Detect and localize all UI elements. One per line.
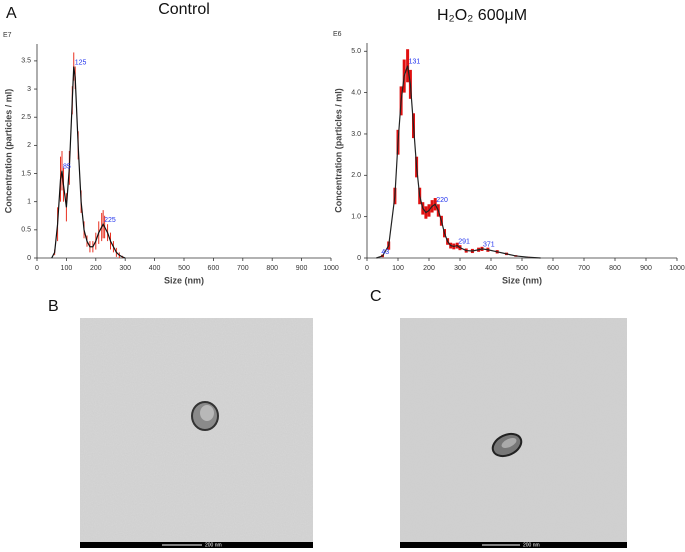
multiplier: E7 xyxy=(3,32,12,39)
x-tick-label: 800 xyxy=(266,265,278,272)
x-tick-label: 600 xyxy=(547,265,559,272)
peak-label: 131 xyxy=(409,59,421,66)
tem-image: 200 nm xyxy=(400,318,627,548)
x-axis-label: Size (nm) xyxy=(164,275,204,285)
chart-title: H₂O₂ 600μM xyxy=(437,7,527,24)
x-tick-label: 100 xyxy=(61,265,73,272)
x-tick-label: 900 xyxy=(296,265,308,272)
y-axis-label: Concentration (particles / ml) xyxy=(3,89,13,214)
peak-label: 291 xyxy=(458,238,470,245)
x-tick-label: 200 xyxy=(90,265,102,272)
y-tick-label: 0.5 xyxy=(21,227,31,234)
y-tick-label: 0 xyxy=(357,255,361,262)
x-tick-label: 500 xyxy=(178,265,190,272)
panel-label: C xyxy=(370,288,382,305)
multiplier: E6 xyxy=(333,31,342,38)
peak-label: 43 xyxy=(381,249,389,256)
image-grain xyxy=(80,318,313,548)
x-tick-label: 700 xyxy=(578,265,590,272)
x-tick-label: 1000 xyxy=(323,265,339,272)
peak-label: 371 xyxy=(483,242,495,249)
x-tick-label: 100 xyxy=(392,265,404,272)
y-tick-label: 3 xyxy=(27,86,31,93)
chart-title: Control xyxy=(158,1,210,18)
peak-label: 220 xyxy=(436,197,448,204)
x-axis-label: Size (nm) xyxy=(502,275,542,285)
x-tick-label: 600 xyxy=(208,265,220,272)
x-tick-label: 1000 xyxy=(669,265,685,272)
panel-label: B xyxy=(48,298,59,315)
y-tick-label: 4.0 xyxy=(351,89,361,96)
x-tick-label: 900 xyxy=(640,265,652,272)
x-tick-label: 800 xyxy=(609,265,621,272)
data-line xyxy=(376,65,541,259)
y-tick-label: 1 xyxy=(27,199,31,206)
vesicle-core xyxy=(200,405,214,421)
y-tick-label: 3.5 xyxy=(21,58,31,65)
tem-image: 200 nm xyxy=(80,318,313,548)
y-tick-label: 0 xyxy=(27,255,31,262)
data-line xyxy=(51,66,126,259)
x-tick-label: 400 xyxy=(149,265,161,272)
x-tick-label: 300 xyxy=(454,265,466,272)
peak-label: 85 xyxy=(63,164,71,171)
x-tick-label: 300 xyxy=(119,265,131,272)
scale-label: 200 nm xyxy=(523,542,540,548)
vesicle-core xyxy=(501,438,517,448)
x-tick-label: 400 xyxy=(485,265,497,272)
scale-label: 200 nm xyxy=(205,542,222,548)
y-tick-label: 2 xyxy=(27,142,31,149)
panel-label: A xyxy=(6,5,17,22)
y-tick-label: 1.5 xyxy=(21,170,31,177)
x-tick-label: 500 xyxy=(516,265,528,272)
y-tick-label: 3.0 xyxy=(351,131,361,138)
y-tick-label: 1.0 xyxy=(351,213,361,220)
y-tick-label: 2.5 xyxy=(21,114,31,121)
image-grain xyxy=(400,318,627,548)
x-tick-label: 0 xyxy=(365,265,369,272)
peak-label: 225 xyxy=(104,217,116,224)
y-axis-label: Concentration (particles / ml) xyxy=(333,88,343,213)
y-tick-label: 5.0 xyxy=(351,48,361,55)
x-tick-label: 0 xyxy=(35,265,39,272)
y-tick-label: 2.0 xyxy=(351,172,361,179)
x-tick-label: 200 xyxy=(423,265,435,272)
peak-label: 125 xyxy=(75,59,87,66)
x-tick-label: 700 xyxy=(237,265,249,272)
